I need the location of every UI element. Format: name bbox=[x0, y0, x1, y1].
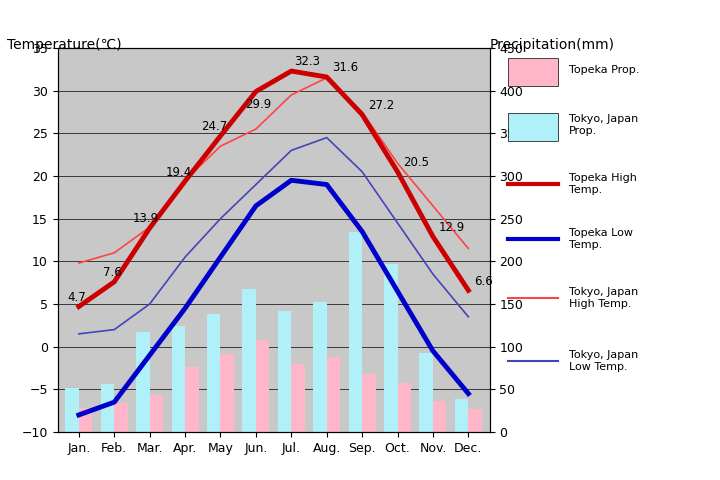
Text: 4.7: 4.7 bbox=[68, 291, 86, 304]
Bar bbox=[292, 364, 305, 432]
Bar bbox=[455, 399, 468, 432]
Bar bbox=[327, 357, 340, 432]
Text: 6.6: 6.6 bbox=[474, 275, 492, 288]
Text: Temperature(℃): Temperature(℃) bbox=[7, 38, 122, 52]
Bar bbox=[433, 401, 446, 432]
Text: 32.3: 32.3 bbox=[294, 56, 320, 69]
Bar bbox=[220, 354, 234, 432]
Text: 12.9: 12.9 bbox=[438, 221, 464, 234]
Bar bbox=[171, 326, 185, 432]
Text: 7.6: 7.6 bbox=[103, 266, 122, 279]
FancyBboxPatch shape bbox=[508, 113, 559, 141]
Bar bbox=[66, 388, 79, 432]
Text: 20.5: 20.5 bbox=[403, 156, 429, 169]
Bar bbox=[313, 302, 327, 432]
Text: Tokyo, Japan
Low Temp.: Tokyo, Japan Low Temp. bbox=[569, 350, 638, 372]
FancyBboxPatch shape bbox=[508, 58, 559, 85]
Bar bbox=[278, 311, 292, 432]
Bar bbox=[397, 383, 411, 432]
Bar bbox=[185, 367, 199, 432]
Text: Topeka High
Temp.: Topeka High Temp. bbox=[569, 173, 636, 195]
Text: Tokyo, Japan
High Temp.: Tokyo, Japan High Temp. bbox=[569, 288, 638, 309]
Text: 31.6: 31.6 bbox=[332, 61, 359, 74]
Bar bbox=[468, 409, 482, 432]
Bar bbox=[420, 353, 433, 432]
Bar bbox=[362, 374, 376, 432]
Text: 29.9: 29.9 bbox=[245, 98, 271, 111]
Text: Topeka Low
Temp.: Topeka Low Temp. bbox=[569, 228, 632, 250]
Text: 24.7: 24.7 bbox=[201, 120, 228, 133]
Bar bbox=[150, 396, 163, 432]
Bar bbox=[114, 403, 127, 432]
Bar bbox=[207, 314, 220, 432]
Bar bbox=[348, 232, 362, 432]
Text: 19.4: 19.4 bbox=[166, 166, 192, 179]
Text: 13.9: 13.9 bbox=[133, 213, 159, 226]
Text: Precipitation(mm): Precipitation(mm) bbox=[490, 38, 615, 52]
Text: Tokyo, Japan
Prop.: Tokyo, Japan Prop. bbox=[569, 114, 638, 136]
Bar bbox=[79, 408, 92, 432]
Bar bbox=[256, 340, 269, 432]
Bar bbox=[243, 288, 256, 432]
Text: 27.2: 27.2 bbox=[368, 99, 394, 112]
Text: Topeka Prop.: Topeka Prop. bbox=[569, 65, 639, 75]
Bar bbox=[101, 384, 114, 432]
Bar bbox=[136, 332, 150, 432]
Bar bbox=[384, 264, 397, 432]
